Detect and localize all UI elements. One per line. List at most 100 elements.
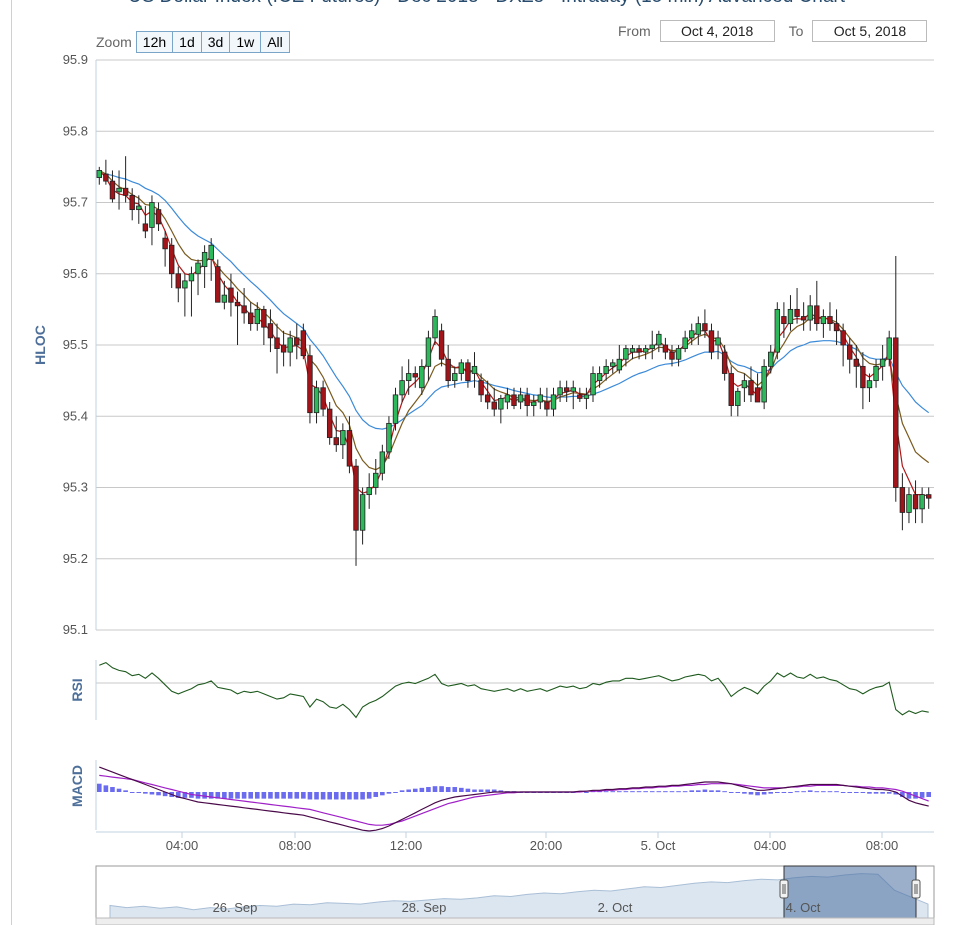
candle-body-up — [583, 394, 590, 399]
candle — [162, 231, 168, 267]
macd-histogram-bar — [834, 791, 839, 793]
candle-body-down — [274, 337, 280, 349]
candle — [794, 288, 800, 324]
macd-histogram-bar — [847, 792, 853, 793]
candle-body-up — [287, 337, 293, 353]
date-range: From Oct 4, 2018 To Oct 5, 2018 — [618, 20, 928, 42]
candle — [254, 302, 260, 331]
macd-histogram-bar — [360, 792, 365, 800]
candle-body-up — [879, 358, 886, 367]
macd-histogram-bar — [215, 792, 221, 799]
candle — [642, 345, 649, 360]
candle — [340, 423, 346, 459]
candle — [412, 366, 418, 388]
macd-histogram-bar — [307, 792, 313, 800]
macd-histogram-bar — [373, 792, 379, 797]
candle-body-up — [682, 337, 688, 349]
candle-body-down — [353, 465, 359, 531]
candle — [195, 259, 201, 296]
macd-histogram-bar — [906, 792, 912, 799]
macd-histogram-bar — [281, 792, 286, 799]
candle — [616, 345, 623, 374]
macd-histogram-bar — [755, 792, 760, 796]
macd-histogram-bar — [175, 792, 181, 798]
macd-line — [99, 766, 929, 832]
candle — [550, 387, 557, 417]
candle — [840, 323, 846, 367]
candle-body-up — [570, 387, 576, 392]
candle — [781, 302, 787, 338]
navigator-left-handle[interactable] — [779, 879, 789, 899]
candle-body-up — [590, 373, 596, 396]
candle — [596, 366, 603, 388]
candle-body-up — [188, 273, 195, 282]
candle-body-up — [149, 202, 155, 228]
candle — [866, 373, 873, 402]
macd-histogram-bar — [294, 792, 300, 799]
candle — [471, 352, 478, 388]
candle — [313, 380, 320, 424]
candle — [689, 323, 695, 345]
macd-axis-title: MACD — [69, 765, 85, 807]
zoom-all-button[interactable]: All — [260, 31, 290, 53]
candle-body-down — [577, 394, 583, 399]
candle-body-up — [768, 351, 774, 367]
macd-histogram-bar — [676, 791, 681, 793]
candle-body-up — [221, 294, 228, 303]
candle-body-down — [524, 394, 530, 406]
candle — [636, 345, 642, 360]
candle — [702, 309, 708, 338]
candle-body-down — [748, 380, 754, 396]
macd-histogram-bar — [222, 792, 227, 799]
candle — [669, 345, 675, 367]
rsi-line — [99, 661, 929, 719]
zoom-1w-button[interactable]: 1w — [229, 31, 262, 53]
macd-histogram-bar — [636, 791, 642, 793]
navigator-right-handle[interactable] — [911, 879, 921, 899]
candle-body-down — [478, 380, 484, 396]
macd-histogram-bar — [709, 790, 714, 792]
macd-histogram-bar — [353, 792, 359, 800]
to-date-input[interactable]: Oct 5, 2018 — [812, 20, 928, 42]
candle-body-up — [419, 365, 425, 389]
candle-body-down — [899, 487, 906, 513]
macd-histogram-bar — [406, 789, 411, 792]
macd-histogram-bar — [814, 791, 820, 793]
candle — [478, 373, 484, 402]
candle — [893, 255, 899, 502]
candle-body-up — [425, 337, 432, 367]
macd-histogram-bar — [853, 792, 859, 793]
candle — [445, 345, 451, 388]
candle — [452, 366, 458, 388]
x-tick-label: 04:00 — [166, 838, 199, 853]
macd-histogram-bar — [702, 789, 708, 792]
candle-body-down — [438, 330, 445, 360]
candle-body-down — [346, 430, 353, 467]
y-tick-label: 95.9 — [63, 52, 88, 67]
zoom-1d-button[interactable]: 1d — [172, 31, 202, 53]
candle-body-up — [517, 394, 524, 403]
macd-histogram-bar — [643, 791, 648, 793]
macd-panel — [95, 760, 932, 832]
candle — [544, 387, 550, 417]
from-date-input[interactable]: Oct 4, 2018 — [659, 20, 775, 42]
candle-body-up — [675, 348, 682, 360]
candle — [807, 295, 813, 331]
candle — [662, 337, 669, 360]
candle — [142, 206, 149, 239]
candlestick-series — [96, 156, 932, 566]
candle — [234, 291, 241, 345]
macd-histogram-bar — [327, 792, 332, 800]
candle — [208, 238, 214, 281]
macd-histogram-bar — [228, 792, 234, 799]
candle — [267, 309, 274, 353]
x-tick-label: 04:00 — [754, 838, 787, 853]
candle-body-down — [234, 301, 241, 307]
candle — [853, 345, 860, 388]
candle — [103, 159, 109, 185]
candle-body-up — [807, 305, 813, 321]
candle — [912, 480, 919, 524]
candle — [498, 394, 504, 424]
candle-body-up — [695, 323, 702, 335]
candle — [629, 345, 636, 360]
